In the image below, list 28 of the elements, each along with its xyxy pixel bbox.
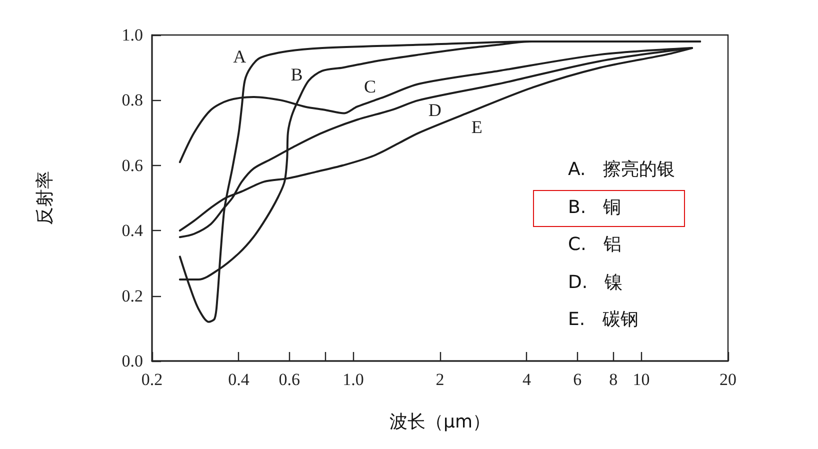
x-tick-label: 1.0 [342, 370, 364, 389]
x-axis-title: 波长（μm） [390, 412, 490, 432]
x-tick-label: 2 [436, 370, 444, 389]
series-label: B [290, 64, 303, 85]
annotation: A. 擦亮的银 [568, 159, 675, 181]
annotation: B. 铜 [568, 196, 622, 218]
x-tick-label: 20 [720, 370, 736, 389]
x-tick-label: 10 [632, 370, 650, 389]
annotation: E. 碳钢 [568, 309, 638, 331]
x-tick-label: 0.4 [228, 370, 250, 389]
y-tick-label: 0.0 [122, 352, 143, 370]
x-tick-label: 6 [573, 370, 582, 389]
y-tick-label: 1.0 [122, 26, 143, 44]
series-label: C [364, 76, 376, 97]
y-tick-label: 0.6 [122, 156, 143, 175]
series-label: D [428, 100, 442, 120]
y-axis-title: 反射率 [34, 171, 56, 225]
x-tick-label: 0.6 [278, 370, 300, 389]
y-tick-label: 0.8 [122, 90, 143, 110]
series-label: E [471, 117, 482, 138]
annotation: D. 镍 [568, 272, 623, 294]
x-tick-label: 4 [522, 370, 532, 389]
y-tick-label: 0.2 [122, 286, 143, 306]
x-tick-label: 0.2 [141, 370, 163, 389]
series-label: A [233, 46, 246, 67]
x-tick-label: 8 [609, 370, 618, 389]
y-tick-label: 0.4 [122, 221, 144, 240]
annotation: C. 铝 [568, 234, 622, 256]
